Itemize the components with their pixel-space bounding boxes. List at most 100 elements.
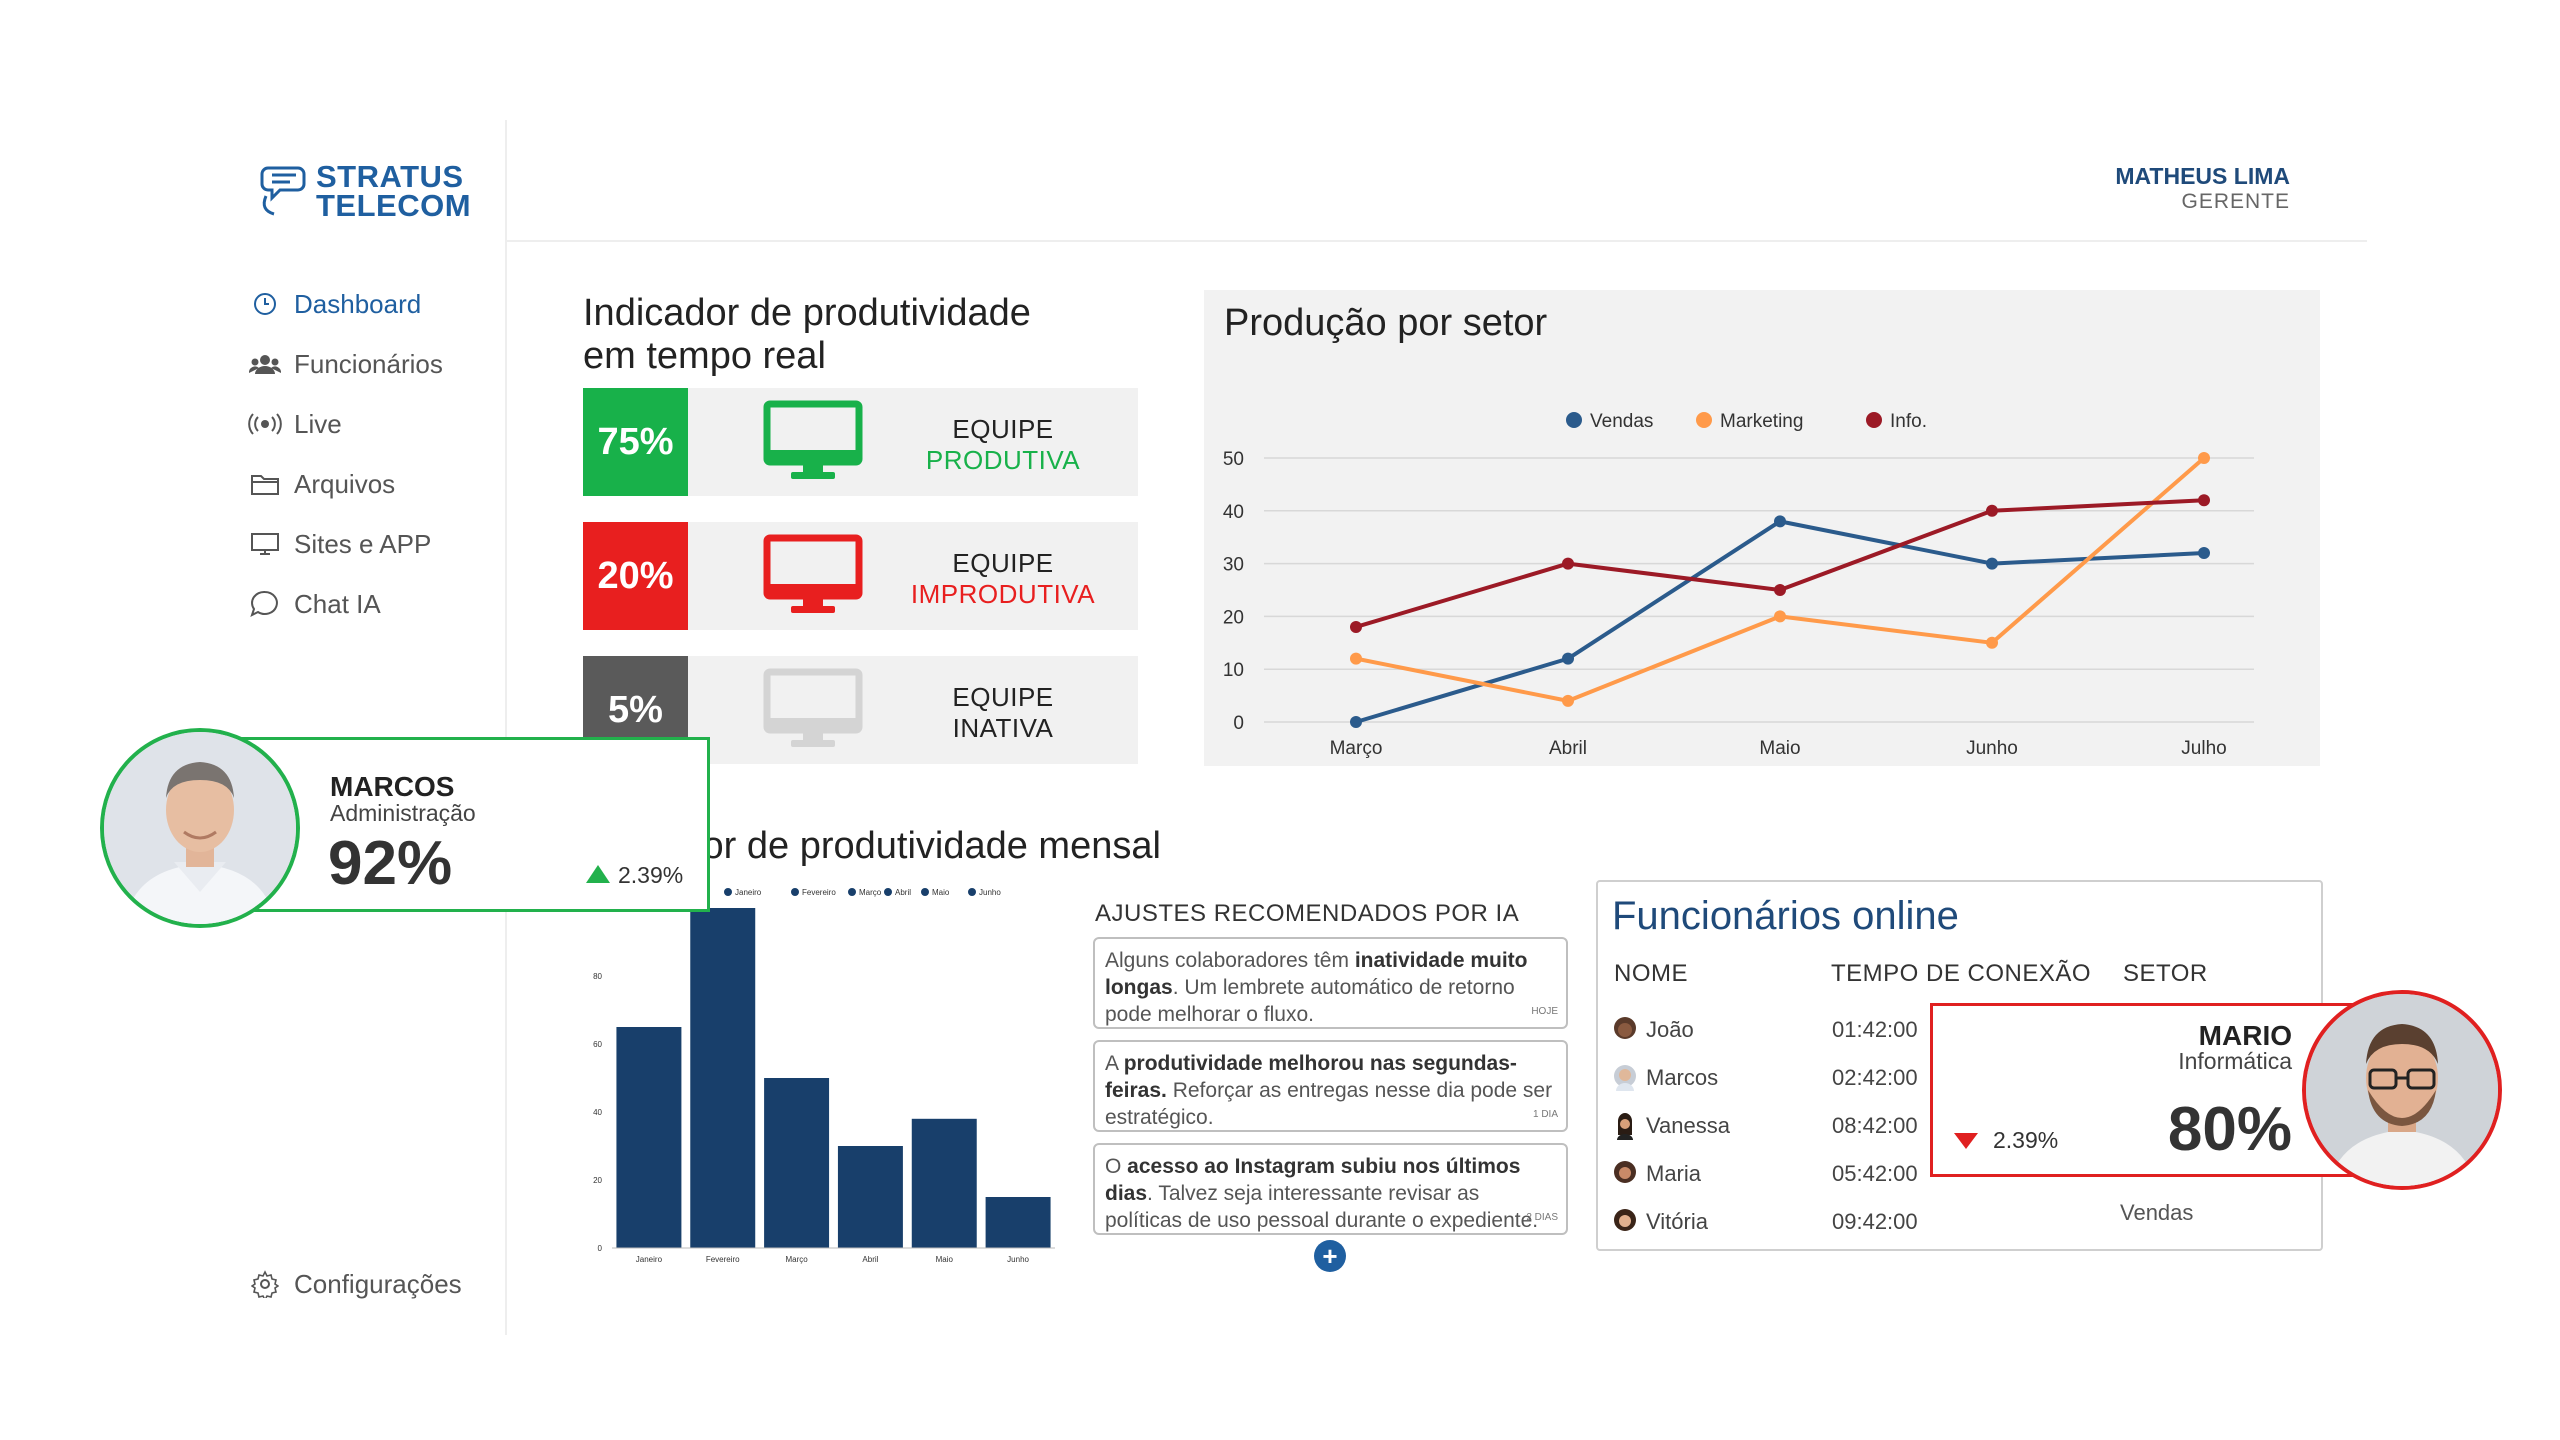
ai-recommendation-card[interactable]: A produtividade melhorou nas segundas-fe… [1093,1040,1568,1132]
reco-text: . Talvez seja interessante revisar as po… [1105,1182,1539,1232]
employee-row[interactable]: João 01:42:00 [1612,1010,1932,1050]
sidebar-item-sites-app[interactable]: Sites e APP [248,522,431,566]
indicator-label: EQUIPE INATIVA [883,682,1123,744]
online-employees-title: Funcionários online [1612,894,1959,938]
data-point [1986,504,1998,517]
ai-recommendation-card[interactable]: Alguns colaboradores têm inatividade mui… [1093,937,1568,1029]
card-employee-dept: Administração [330,800,476,826]
employee-name: Marcos [1646,1065,1719,1090]
avatar [100,728,300,928]
ai-recommendation-card[interactable]: O acesso ao Instagram subiu nos últimos … [1093,1143,1568,1235]
add-recommendation-button[interactable]: + [1314,1240,1346,1272]
sidebar-item-funcionarios[interactable]: Funcionários [248,342,443,386]
legend-label: Maio [932,888,950,897]
sidebar-item-label: Arquivos [294,468,396,499]
employee-row[interactable]: Vitória 09:42:00 [1612,1202,1932,1242]
employee-name: Vitória [1646,1209,1708,1234]
data-point [1350,716,1362,728]
production-line-chart: Produção por setor 0 10 20 30 40 50 Março Abril M… [1223,302,2254,759]
reco-timestamp: 1 DIA [1532,1109,1558,1120]
monitor-icon [248,529,282,559]
y-tick-label: 40 [593,1108,602,1117]
data-point [1350,652,1362,665]
y-tick-label: 20 [593,1176,602,1185]
x-tick-label: Maio [936,1255,954,1264]
avatar [1614,1017,1636,1039]
legend-label: Junho [979,888,1001,897]
y-tick-label: 20 [1223,607,1244,628]
brand-logo[interactable]: STRATUS TELECOM [258,160,488,222]
monthly-bar-chart: Janeiro Fevereiro Março Abril Maio Junho 0 20 40… [593,888,1055,1264]
header-divider [507,240,2367,242]
y-tick-label: 80 [593,972,602,981]
sidebar-item-arquivos[interactable]: Arquivos [248,462,395,506]
sidebar-item-label: Configurações [294,1268,462,1299]
monthly-bar-panel: Janeiro Fevereiro Março Abril Maio Junho 0 20 40… [580,880,1060,1280]
employee-row[interactable]: Vanessa 08:42:00 [1612,1106,1932,1146]
realtime-title-line1: Indicador de produtividade [583,292,1031,334]
trend-up-icon [586,865,610,883]
y-tick-label: 30 [1223,555,1244,576]
y-tick-label: 60 [593,1040,602,1049]
indicator-percent: 75% [583,388,688,496]
sidebar-item-configuracoes[interactable]: Configurações [248,1262,462,1306]
sidebar-divider [505,120,507,1335]
legend-marker [848,888,856,896]
folder-icon [248,469,282,499]
ai-recommendations-title: AJUSTES RECOMENDADOS POR IA [1095,900,1520,927]
user-name[interactable]: MATHEUS LIMA [2115,163,2290,189]
bar-janeiro [616,1027,682,1248]
data-point [1986,636,1998,649]
indicator-label: EQUIPE IMPRODUTIVA [883,548,1123,610]
reco-text: Reforçar as entregas nesse dia pode ser … [1105,1079,1553,1129]
data-point [1562,694,1574,707]
data-point [1774,515,1786,528]
sidebar-item-chat-ia[interactable]: Chat IA [248,582,381,626]
indicator-row-inativa: 5% EQUIPE INATIVA [583,656,1138,764]
clock-icon [248,289,282,319]
legend-label: Marketing [1720,411,1803,432]
trend-down-icon [1954,1133,1978,1149]
data-point [1562,557,1574,570]
legend-marker [1696,412,1712,428]
employee-row[interactable]: Marcos 02:42:00 [1612,1058,1932,1098]
avatar [1614,1065,1636,1091]
x-tick-label: Junho [1007,1255,1029,1264]
x-tick-label: Março [1330,738,1383,759]
employee-connection-time: 02:42:00 [1832,1065,1918,1090]
employee-highlight-card-mario[interactable]: MARIO Informática 80% 2.39% [1930,1003,2355,1177]
x-tick-label: Janeiro [636,1255,663,1264]
data-point [1774,584,1786,596]
legend-marker [791,888,799,896]
realtime-title-line2: em tempo real [583,335,826,377]
indicator-label-line2: IMPRODUTIVA [910,579,1096,609]
x-tick-label: Junho [1966,738,2018,759]
data-point [1350,620,1362,633]
legend-label: Vendas [1590,411,1653,432]
employee-name: João [1646,1017,1694,1042]
employee-connection-time: 01:42:00 [1832,1017,1918,1042]
card-employee-score: 80% [2167,1095,2292,1164]
reco-text: Alguns colaboradores têm [1105,949,1355,972]
plus-icon: + [1322,1240,1338,1271]
logo-icon [260,166,306,216]
avatar [1614,1161,1636,1183]
indicator-label-line2: PRODUTIVA [925,445,1081,475]
sidebar-item-label: Dashboard [294,288,422,319]
y-tick-label: 0 [598,1244,603,1253]
bar-março [764,1078,830,1248]
reco-highlight: acesso ao Instagram subiu nos últimos di… [1105,1155,1521,1205]
employee-row[interactable]: Maria 05:42:00 [1612,1154,1932,1194]
bar-fevereiro [690,908,756,1248]
y-tick-label: 0 [1233,713,1244,734]
indicator-label-line1: EQUIPE [952,548,1054,578]
indicator-label: EQUIPE PRODUTIVA [883,414,1123,476]
sidebar-item-dashboard[interactable]: Dashboard [248,282,421,326]
card-employee-delta: 2.39% [618,862,684,888]
x-tick-label: Julho [2181,738,2226,759]
card-employee-name: MARCOS [330,771,455,802]
users-icon [248,349,282,379]
column-header-sector: SETOR [2123,960,2208,987]
x-tick-label: Março [785,1255,808,1264]
sidebar-item-live[interactable]: Live [248,402,342,446]
